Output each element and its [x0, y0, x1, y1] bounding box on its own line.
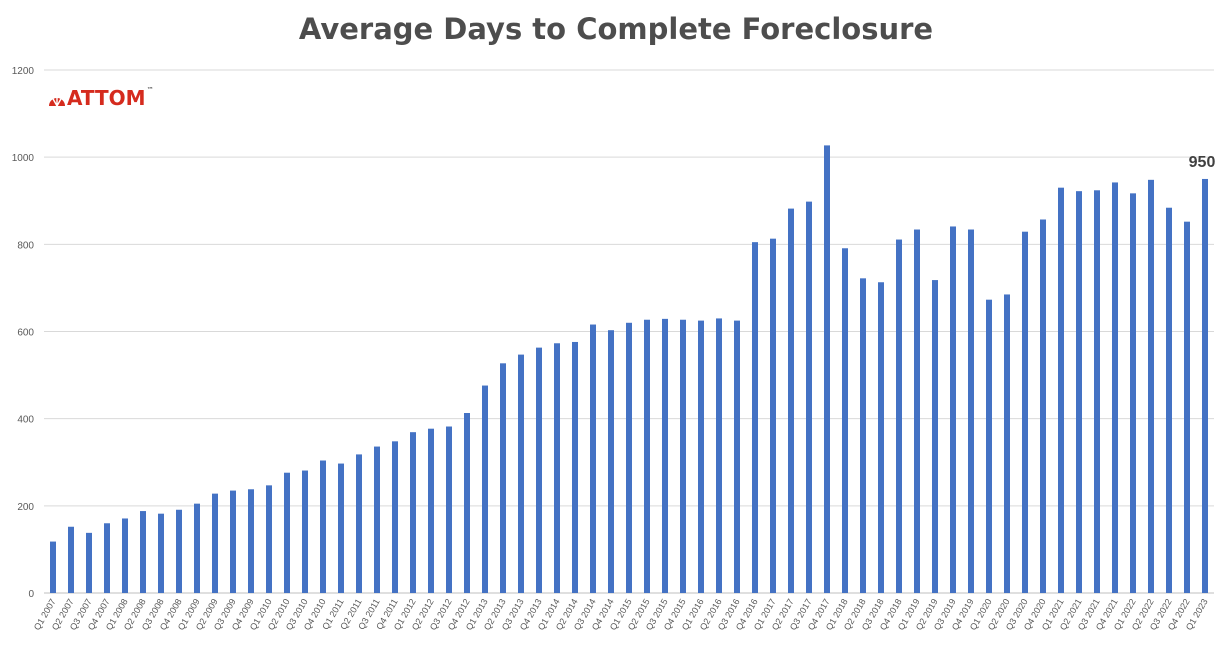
bar — [1040, 219, 1046, 593]
bar — [878, 282, 884, 593]
y-tick-label: 600 — [17, 328, 34, 339]
bar — [356, 454, 362, 593]
bar — [1148, 179, 1154, 593]
bar — [644, 319, 650, 593]
chart-title: Average Days to Complete Foreclosure — [298, 12, 934, 46]
bar — [554, 343, 560, 593]
bar — [896, 239, 902, 593]
bar — [1112, 182, 1118, 593]
bar — [428, 428, 434, 593]
bar — [842, 248, 848, 593]
bar — [338, 463, 344, 593]
bar — [968, 229, 974, 593]
bar — [662, 318, 668, 593]
bar — [500, 363, 506, 593]
bar — [140, 511, 146, 593]
bar — [1094, 190, 1100, 594]
data-label: 950 — [1189, 154, 1216, 171]
bar — [194, 503, 200, 593]
bar — [266, 485, 272, 593]
bar — [986, 299, 992, 593]
bar — [536, 347, 542, 593]
bar — [1076, 191, 1082, 593]
bar — [446, 426, 452, 593]
bar — [698, 320, 704, 593]
bar — [1058, 187, 1064, 594]
bar — [284, 472, 290, 593]
bar — [320, 460, 326, 593]
bar — [230, 490, 236, 593]
bar — [1130, 193, 1136, 594]
y-tick-label: 0 — [28, 589, 34, 600]
y-tick-label: 1200 — [12, 66, 35, 77]
bar — [212, 493, 218, 593]
bar — [914, 229, 920, 593]
bar — [302, 470, 308, 593]
bar — [1184, 221, 1190, 594]
y-tick-label: 800 — [17, 240, 34, 251]
bar — [860, 278, 866, 593]
bar — [824, 145, 830, 593]
bar — [770, 238, 776, 594]
bar — [734, 320, 740, 593]
bar — [482, 385, 488, 593]
bar — [410, 432, 416, 593]
chart-bars — [50, 145, 1208, 594]
bar — [950, 226, 956, 593]
attom-logo-trademark: ™ — [146, 86, 154, 94]
y-tick-label: 200 — [17, 502, 34, 513]
bar — [464, 413, 470, 593]
attom-logo-icon — [49, 96, 65, 107]
bar — [1004, 294, 1010, 593]
bar — [176, 509, 182, 593]
y-tick-label: 400 — [17, 415, 34, 426]
bar — [752, 242, 758, 593]
bar — [680, 319, 686, 593]
y-tick-label: 1000 — [12, 153, 35, 164]
attom-logo: ATTOM ™ — [48, 86, 154, 110]
bar — [158, 513, 164, 593]
bar — [104, 523, 110, 593]
bar — [932, 280, 938, 593]
bar — [86, 532, 92, 593]
bar — [50, 541, 56, 593]
y-axis: 0 200 400 600 800 1000 1200 — [12, 66, 35, 600]
chart-annotations: 950 — [1189, 154, 1216, 171]
bar — [68, 526, 74, 593]
bar — [788, 208, 794, 593]
bar — [374, 446, 380, 593]
bar — [716, 318, 722, 593]
bar — [608, 330, 614, 593]
bar — [122, 518, 128, 593]
bar — [248, 489, 254, 593]
bar — [1166, 207, 1172, 593]
bar — [518, 354, 524, 593]
bar — [590, 324, 596, 593]
bar — [392, 441, 398, 593]
bar — [1022, 231, 1028, 594]
bar — [572, 341, 578, 593]
bar — [806, 201, 812, 593]
bar — [626, 322, 632, 593]
bar — [1202, 178, 1208, 594]
attom-logo-text: ATTOM — [67, 86, 146, 110]
